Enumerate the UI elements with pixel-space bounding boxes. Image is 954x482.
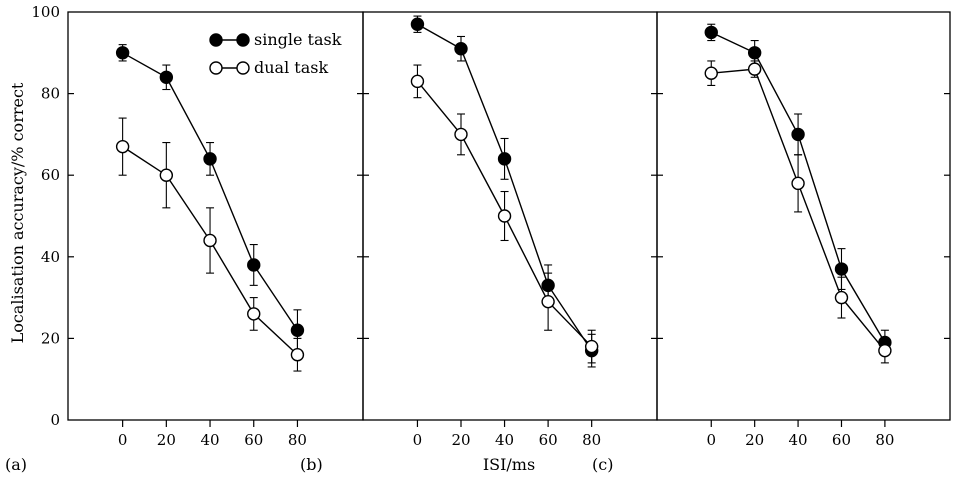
data-point xyxy=(791,176,805,191)
x-tick-label: 0 xyxy=(706,431,716,449)
legend-marker xyxy=(236,61,250,75)
legend-label-single-task: single task xyxy=(254,30,342,49)
data-point xyxy=(247,258,261,272)
x-tick-label: 0 xyxy=(118,431,128,449)
x-tick-label: 20 xyxy=(745,431,764,449)
x-tick-label: 0 xyxy=(413,431,423,449)
data-point xyxy=(454,127,468,142)
data-point xyxy=(834,262,849,276)
data-point xyxy=(203,233,217,248)
panel-3: 0 20 40 60 80 (c) xyxy=(592,11,951,474)
data-point xyxy=(834,290,849,305)
legend-marker xyxy=(209,61,223,75)
y-tick-label: 100 xyxy=(31,3,60,21)
legend: single task dual task xyxy=(209,30,342,77)
data-point xyxy=(791,127,805,142)
y-tick-label: 40 xyxy=(41,248,60,266)
data-point xyxy=(497,152,512,166)
data-point xyxy=(747,46,762,60)
panel-label: (a) xyxy=(5,455,27,474)
x-tick-label: 80 xyxy=(875,431,894,449)
data-point xyxy=(541,294,555,309)
x-tick-label: 40 xyxy=(495,431,514,449)
data-point xyxy=(410,74,425,89)
x-axis-title: ISI/ms xyxy=(483,455,535,474)
x-tick-label: 40 xyxy=(200,431,219,449)
panel-2: 0 20 40 60 80 (b) xyxy=(300,11,658,474)
series-single-task xyxy=(115,44,305,352)
panels: 0 20 40 60 80 100 0 20 40 60 80 (a) single task dual … xyxy=(5,3,951,474)
y-tick-label: 80 xyxy=(41,85,60,103)
y-tick-label: 60 xyxy=(41,166,60,184)
series-dual-task xyxy=(704,60,892,364)
data-point xyxy=(454,42,468,56)
x-tick-label: 80 xyxy=(582,431,601,449)
y-tick-label: 20 xyxy=(41,329,60,347)
data-point xyxy=(159,168,174,182)
data-point xyxy=(159,70,174,84)
x-tick-label: 60 xyxy=(832,431,851,449)
legend-label-dual-task: dual task xyxy=(254,58,328,77)
x-tick-label: 40 xyxy=(789,431,808,449)
x-tick-label: 60 xyxy=(244,431,263,449)
data-point xyxy=(290,348,305,362)
x-tick-label: 20 xyxy=(451,431,470,449)
data-point xyxy=(704,25,718,40)
y-tick-label: 0 xyxy=(50,411,60,429)
data-point xyxy=(203,152,217,166)
data-point xyxy=(247,307,261,321)
data-point xyxy=(747,62,762,76)
data-point xyxy=(584,339,599,354)
series-line xyxy=(122,52,299,331)
data-point xyxy=(497,209,512,223)
data-point xyxy=(410,17,425,31)
data-point xyxy=(115,139,130,154)
legend-marker xyxy=(236,33,250,47)
plot-frame xyxy=(656,11,951,421)
data-point xyxy=(115,46,130,60)
legend-marker xyxy=(209,33,223,47)
data-point xyxy=(704,66,718,80)
series-dual-task xyxy=(115,117,305,372)
panel-label: (b) xyxy=(300,455,323,474)
series-dual-task xyxy=(410,64,599,364)
panel-1: 0 20 40 60 80 100 0 20 40 60 80 (a) single task dual … xyxy=(5,3,364,474)
series-line xyxy=(417,23,593,352)
x-tick-label: 60 xyxy=(539,431,558,449)
data-point xyxy=(290,323,305,337)
y-axis-title: Localisation accuracy/% correct xyxy=(8,82,27,343)
panel-label: (c) xyxy=(592,455,613,474)
x-tick-label: 20 xyxy=(157,431,176,449)
data-point xyxy=(878,343,892,358)
x-tick-label: 80 xyxy=(288,431,307,449)
